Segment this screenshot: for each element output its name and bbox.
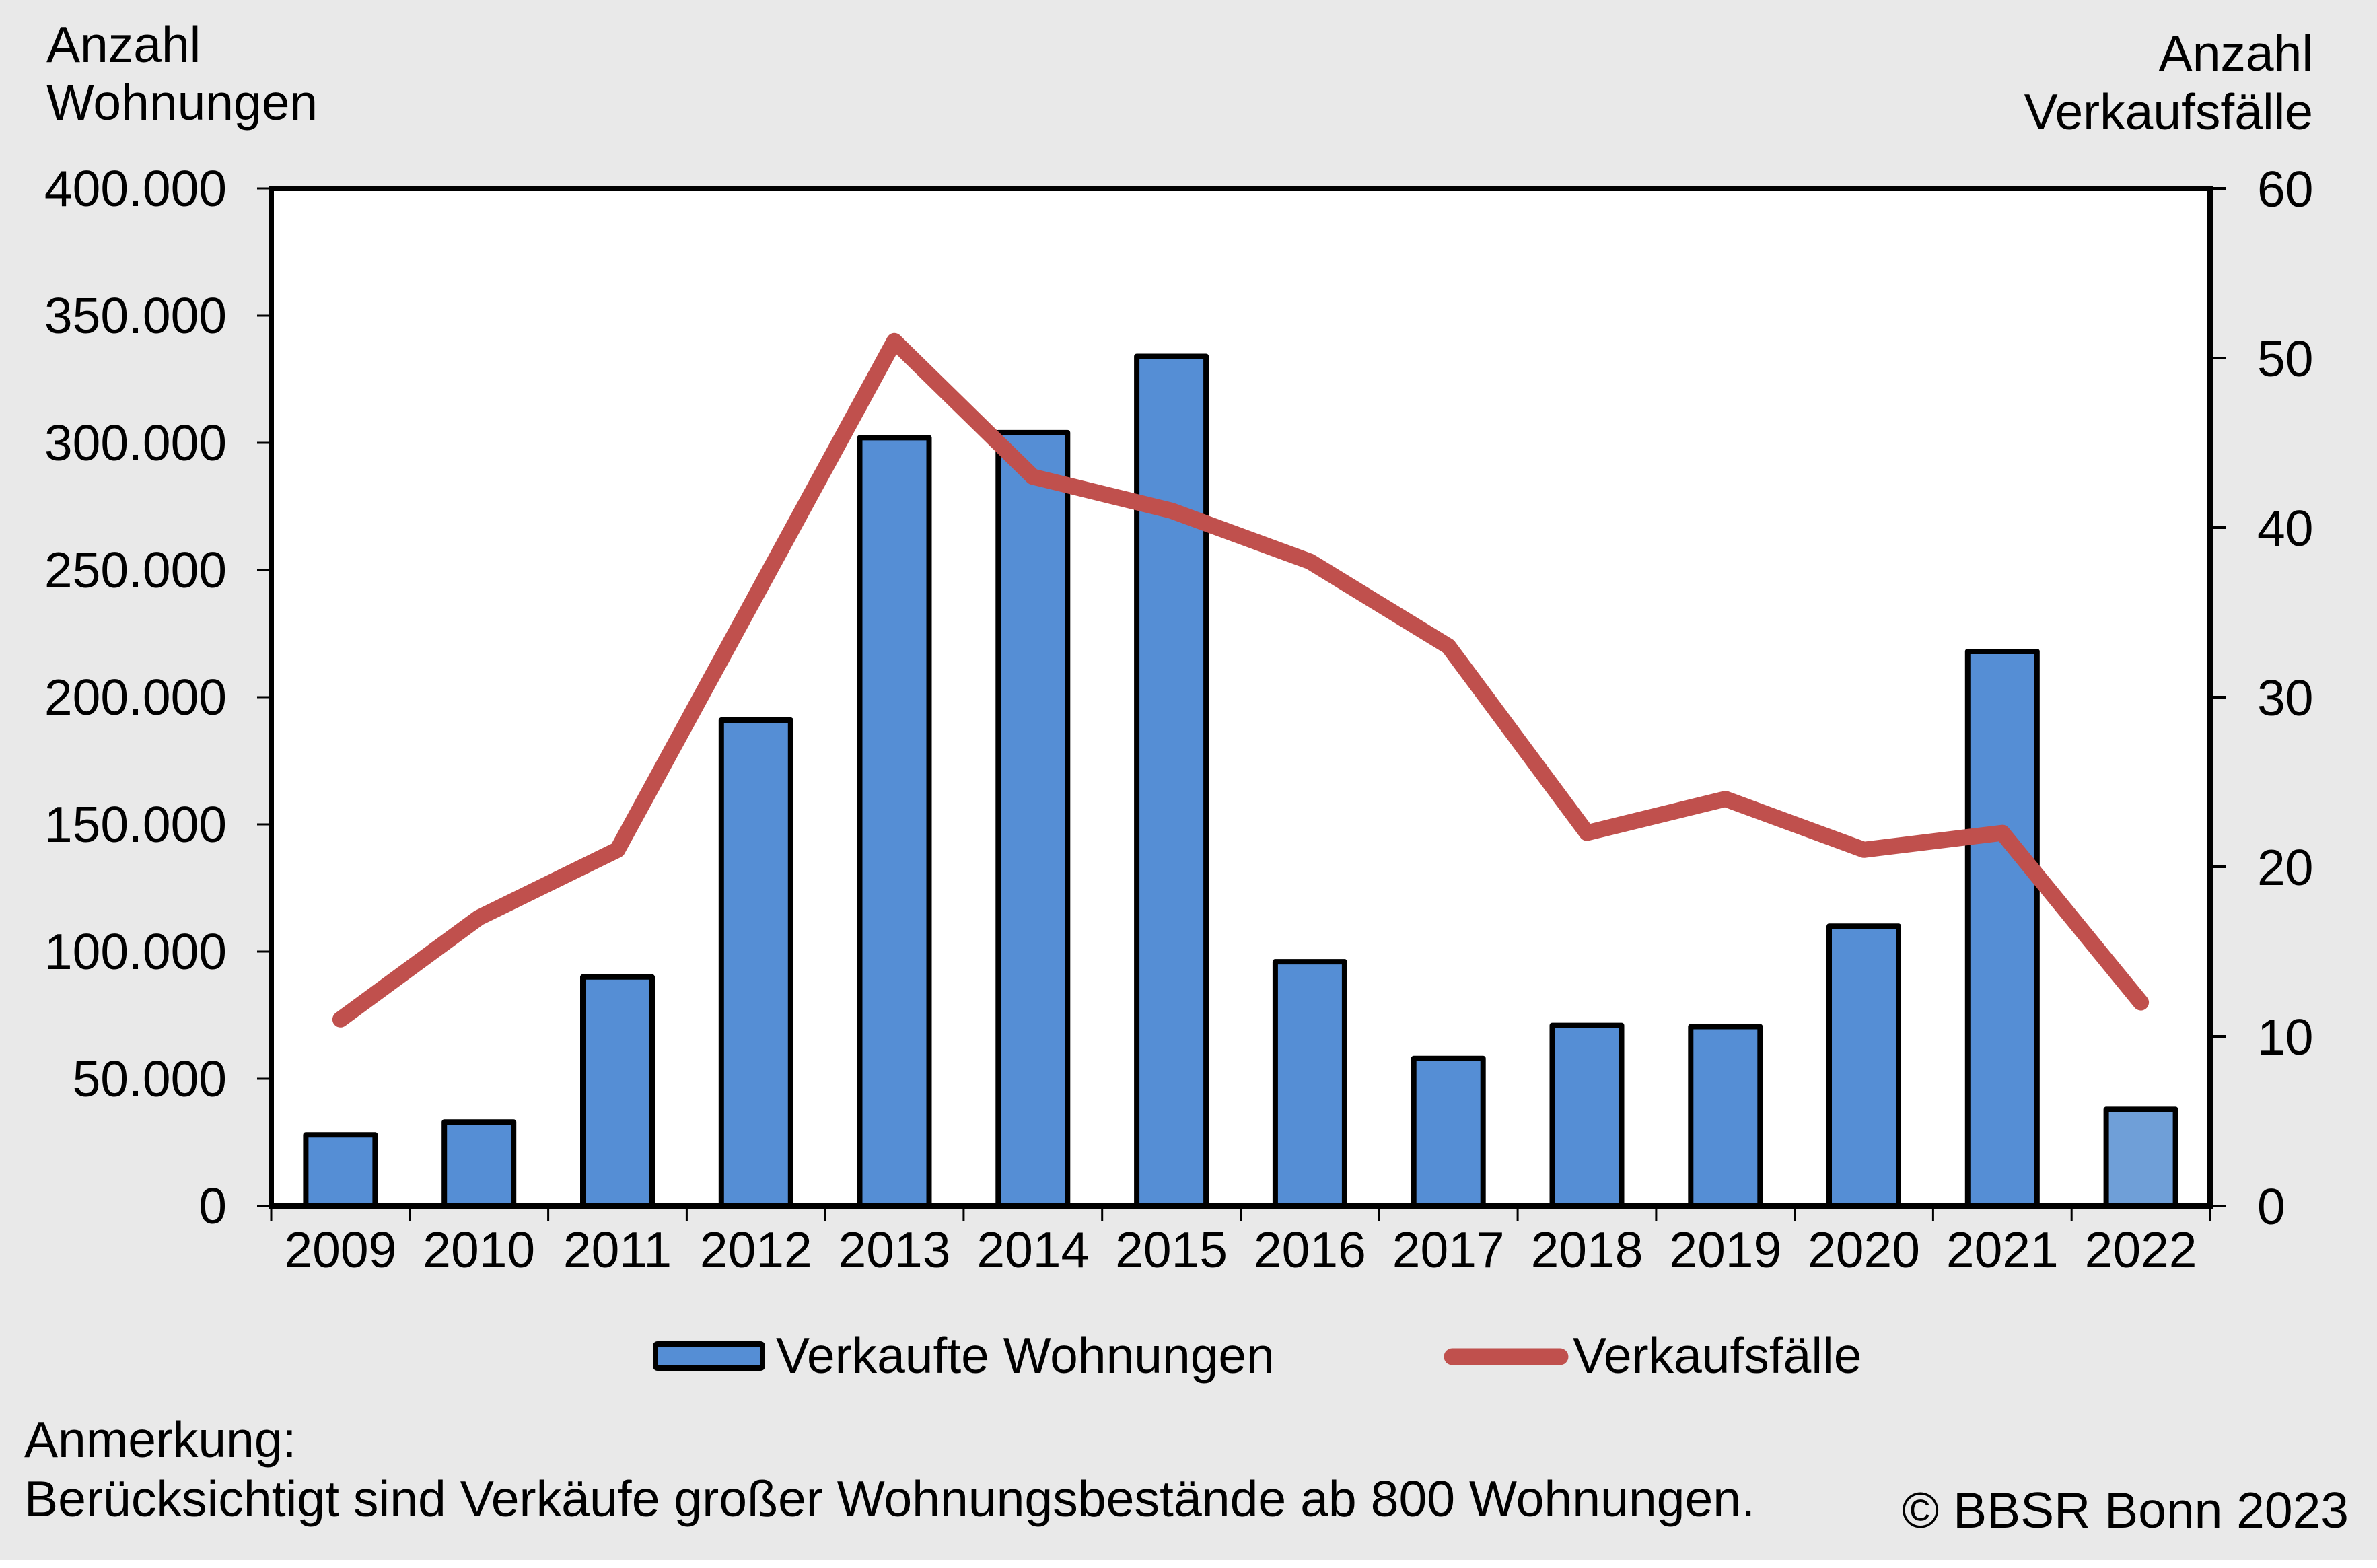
- right-tick-label: 30: [2257, 670, 2313, 726]
- bar-2010: [441, 1119, 517, 1209]
- x-tick-label: 2012: [700, 1221, 812, 1278]
- bar-2011: [580, 974, 655, 1209]
- line-verkaufsfaelle: [332, 332, 2150, 1028]
- line-series-verkaufsfaelle: [332, 332, 2150, 1028]
- bar-2009: [303, 1132, 378, 1209]
- note-heading: Anmerkung:: [24, 1411, 296, 1468]
- left-tick-label: 350.000: [44, 287, 227, 344]
- bar-2021: [1964, 649, 2040, 1209]
- bar-2012: [718, 717, 793, 1209]
- x-tick-label: 2009: [284, 1221, 396, 1278]
- bar-2019: [1688, 1024, 1763, 1209]
- bar-2020: [1826, 923, 1901, 1209]
- left-tick-label: 400.000: [44, 160, 227, 217]
- right-tick-label: 0: [2257, 1178, 2285, 1235]
- left-tick-label: 50.000: [73, 1050, 227, 1107]
- bar-2013: [857, 435, 932, 1209]
- x-tick-label: 2019: [1669, 1221, 1781, 1278]
- x-tick-label: 2010: [423, 1221, 535, 1278]
- x-tick-label: 2016: [1254, 1221, 1366, 1278]
- x-tick-label: 2022: [2085, 1221, 2197, 1278]
- left-tick-label: 0: [199, 1178, 227, 1234]
- left-axis-title-line-2: Wohnungen: [46, 74, 318, 131]
- bar-2015: [1134, 353, 1209, 1209]
- left-tick-label: 250.000: [44, 542, 227, 598]
- right-axis-title-line-1: Anzahl: [2159, 25, 2313, 81]
- bar-series-verkaufte-wohnungen: [303, 353, 2178, 1209]
- x-tick-label: 2020: [1808, 1221, 1920, 1278]
- bar-2022: [2103, 1106, 2178, 1209]
- right-axis-title-line-2: Verkaufsfälle: [2024, 83, 2313, 140]
- x-tick-label: 2018: [1531, 1221, 1643, 1278]
- left-tick-label: 300.000: [44, 415, 227, 471]
- left-tick-label: 150.000: [44, 796, 227, 853]
- left-axis-title-line-1: Anzahl: [46, 16, 201, 73]
- note-text: Berücksichtigt sind Verkäufe großer Wohn…: [24, 1470, 1755, 1527]
- right-tick-label: 10: [2257, 1009, 2313, 1065]
- copyright: © BBSR Bonn 2023: [1902, 1482, 2349, 1538]
- x-tick-label: 2017: [1392, 1221, 1505, 1278]
- left-axis-ticks: 0 50.000 100.000 150.000 200.000 250.000 300.0…: [44, 160, 271, 1234]
- bar-2018: [1549, 1022, 1625, 1209]
- right-axis-ticks: 0 10 20 30 40 50 60: [2210, 161, 2313, 1235]
- x-tick-label: 2013: [839, 1221, 951, 1278]
- legend: Verkaufte Wohnungen Verkaufsfälle: [653, 1327, 1861, 1384]
- right-tick-label: 40: [2257, 500, 2313, 557]
- bar-2017: [1411, 1055, 1486, 1209]
- right-tick-label: 50: [2257, 330, 2313, 387]
- left-tick-label: 200.000: [44, 669, 227, 725]
- bar-2014: [995, 429, 1071, 1209]
- bar-2016: [1272, 959, 1347, 1209]
- x-tick-label: 2021: [1946, 1221, 2059, 1278]
- legend-label-verkaufte-wohnungen: Verkaufte Wohnungen: [776, 1327, 1275, 1384]
- right-tick-label: 20: [2257, 839, 2313, 896]
- x-tick-label: 2011: [563, 1221, 672, 1278]
- plot-area: [271, 188, 2210, 1206]
- right-tick-label: 60: [2257, 161, 2313, 217]
- left-tick-label: 100.000: [44, 923, 227, 980]
- x-tick-label: 2015: [1115, 1221, 1228, 1278]
- legend-swatch-bar: [653, 1341, 765, 1371]
- x-axis-ticks: 2009 2010 2011 2012 2013 2014 2015 2016 2017 2018…: [270, 1206, 2211, 1278]
- x-tick-label: 2014: [977, 1221, 1089, 1278]
- legend-label-verkaufsfaelle: Verkaufsfälle: [1573, 1327, 1861, 1384]
